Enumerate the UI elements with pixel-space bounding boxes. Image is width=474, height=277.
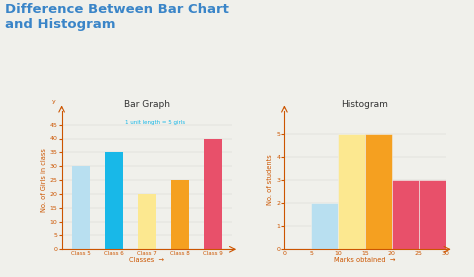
Bar — [105, 152, 123, 249]
X-axis label: Marks obtained  →: Marks obtained → — [334, 257, 396, 263]
Bar — [138, 194, 156, 249]
Title: Histogram: Histogram — [342, 100, 388, 109]
Text: Difference Between Bar Chart
and Histogram: Difference Between Bar Chart and Histogr… — [5, 3, 228, 31]
Bar — [338, 134, 365, 249]
Bar — [311, 203, 338, 249]
Y-axis label: No. of students: No. of students — [267, 155, 273, 206]
X-axis label: Classes  →: Classes → — [129, 257, 164, 263]
Bar — [171, 180, 189, 249]
Bar — [203, 138, 222, 249]
Text: 1 unit length = 5 girls: 1 unit length = 5 girls — [126, 120, 185, 125]
Text: y: y — [51, 99, 55, 104]
Bar — [365, 134, 392, 249]
Title: Bar Graph: Bar Graph — [124, 100, 170, 109]
Bar — [72, 166, 91, 249]
Bar — [392, 180, 419, 249]
Bar — [419, 180, 446, 249]
Y-axis label: No. of Girls in class: No. of Girls in class — [41, 148, 47, 212]
